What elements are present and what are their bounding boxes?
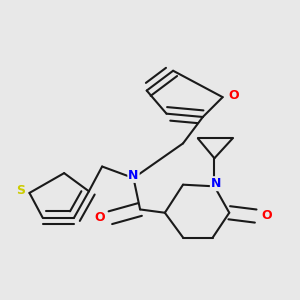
Text: O: O: [261, 209, 272, 222]
Text: S: S: [16, 184, 25, 197]
Text: N: N: [128, 169, 139, 182]
Text: O: O: [94, 211, 105, 224]
Text: O: O: [228, 89, 238, 102]
Text: N: N: [211, 177, 221, 190]
